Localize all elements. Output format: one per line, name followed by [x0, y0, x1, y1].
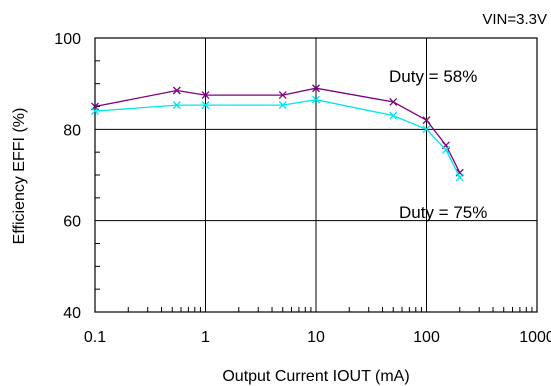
- y-tick-label: 100: [54, 31, 81, 48]
- minor-tick-group: [95, 60, 533, 312]
- series-1-point: [312, 95, 320, 104]
- series-0-point: [201, 91, 210, 100]
- x-axis-label: Output Current IOUT (mA): [222, 368, 409, 385]
- series-1-point: [389, 111, 398, 120]
- series-0-point: [312, 84, 320, 93]
- series-0-point: [278, 91, 287, 100]
- x-tick-label: 10: [307, 329, 325, 346]
- x-tick-label: 0.1: [84, 329, 106, 346]
- series-0-point: [172, 86, 181, 95]
- series-0-point: [389, 97, 398, 106]
- x-tick-label: 1000: [519, 329, 551, 346]
- series-1-point: [172, 101, 181, 110]
- legend-label-duty-75: Duty = 75%: [399, 203, 487, 222]
- series-1-point: [278, 101, 287, 110]
- series-line-0: [94, 87, 461, 173]
- legend-label-duty-58: Duty = 58%: [389, 67, 477, 86]
- series-1-point: [422, 125, 431, 134]
- series-1-point: [455, 173, 464, 182]
- x-tick-label: 100: [413, 329, 440, 346]
- gridline-group: [95, 38, 537, 312]
- tick-label-group: 0.1 1 10 100 1000 40 60 80 100: [54, 31, 551, 346]
- y-tick-label: 40: [63, 305, 81, 322]
- header-note: VIN=3.3V: [482, 11, 547, 28]
- series-1-point: [441, 145, 450, 154]
- series-0-point: [422, 116, 431, 125]
- y-axis-label: Efficiency EFFI (%): [11, 108, 28, 245]
- y-tick-label: 80: [63, 122, 81, 139]
- series-line-1: [94, 99, 461, 178]
- y-tick-label: 60: [63, 214, 81, 231]
- series-layer: [91, 84, 464, 182]
- plot-frame: [94, 37, 538, 313]
- x-tick-label: 1: [201, 329, 210, 346]
- series-1-point: [91, 107, 99, 116]
- series-1-point: [201, 101, 210, 110]
